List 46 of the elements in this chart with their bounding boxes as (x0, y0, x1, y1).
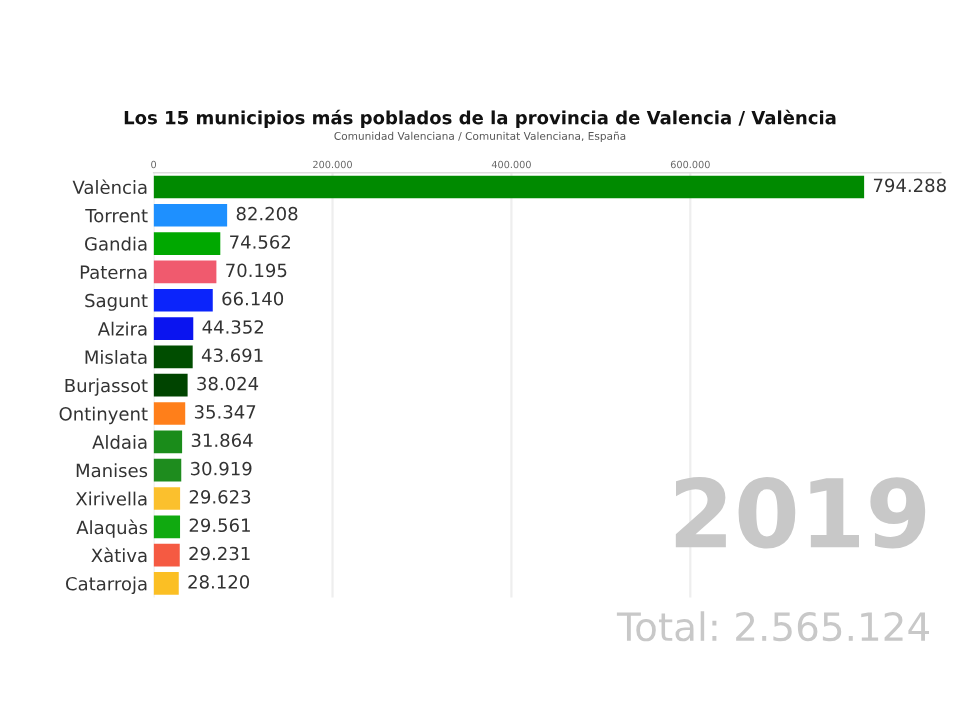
bar (153, 317, 194, 340)
bar (153, 515, 181, 539)
bar (153, 288, 213, 312)
data-label: 66.140 (222, 291, 284, 306)
y-tick-label: Aldaia (92, 434, 147, 449)
y-tick-label: Gandia (85, 236, 147, 251)
bar (153, 373, 188, 397)
y-tick-label: Burjassot (65, 378, 148, 396)
y-tick-label: Paterna (80, 265, 147, 280)
data-label: 82.208 (236, 206, 298, 221)
bar (153, 175, 865, 199)
bar (153, 232, 221, 255)
data-label: 44.352 (202, 320, 263, 334)
y-tick-label: Alzira (97, 321, 147, 336)
y-tick-label: Catarroja (65, 576, 147, 595)
bar (153, 458, 182, 482)
data-label: 70.195 (226, 263, 287, 278)
bar (153, 543, 180, 567)
bar (153, 260, 217, 284)
y-tick-label: Ontinyent (59, 406, 148, 425)
y-tick-label: Manises (76, 463, 148, 478)
bar (153, 572, 179, 595)
data-label: 30.919 (190, 461, 252, 476)
data-label: 38.024 (197, 376, 259, 391)
y-tick-label: Mislata (85, 350, 147, 364)
data-label: 29.623 (189, 490, 251, 504)
data-label: 74.562 (230, 235, 290, 249)
y-tick-label: Xàtiva (91, 547, 147, 563)
data-label: 31.864 (191, 433, 253, 448)
data-label: 794.288 (873, 178, 946, 193)
bar (153, 430, 183, 454)
data-label: 29.561 (189, 518, 250, 533)
y-tick-label: Torrent (85, 208, 148, 223)
bar (153, 345, 193, 369)
y-tick-label: Alaquàs (76, 519, 148, 538)
data-label: 35.347 (194, 405, 256, 419)
data-label: 29.231 (189, 546, 250, 561)
chart-title: Los 15 municipios más poblados de la provincia de Valencia / València (124, 109, 836, 128)
y-tick-label: Sagunt (85, 293, 148, 311)
bar (153, 487, 181, 510)
data-label: 28.120 (188, 575, 250, 589)
data-label: 43.691 (201, 348, 263, 363)
y-tick-label: Xirivella (75, 491, 147, 506)
bar (153, 402, 186, 425)
bar (153, 203, 228, 227)
y-tick-label: València (72, 179, 147, 195)
